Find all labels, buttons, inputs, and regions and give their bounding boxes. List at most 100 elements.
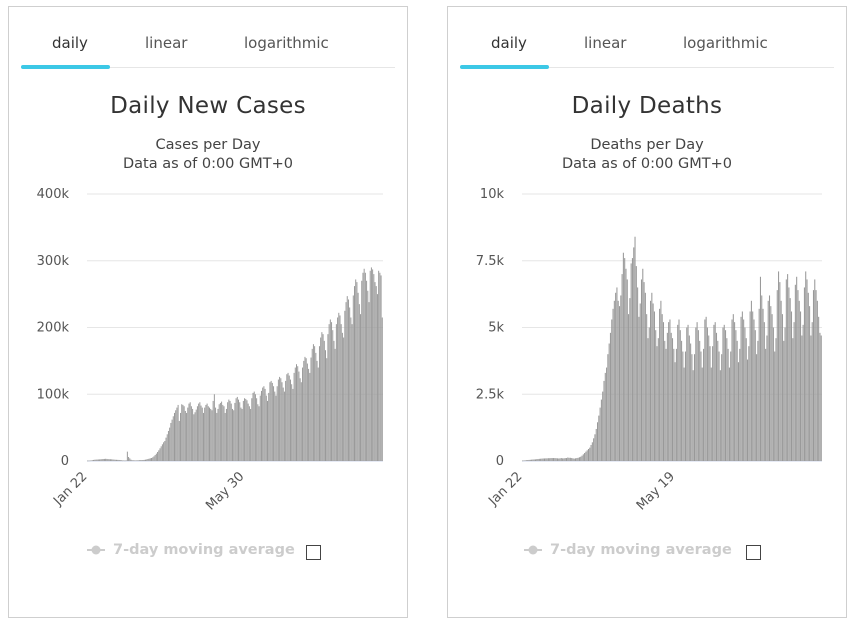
bar[interactable] — [731, 319, 733, 461]
bar[interactable] — [297, 366, 299, 461]
bar[interactable] — [364, 272, 366, 461]
bar[interactable] — [375, 286, 377, 461]
bar[interactable] — [260, 390, 262, 461]
bar[interactable] — [536, 459, 538, 461]
bar[interactable] — [784, 327, 786, 462]
bar[interactable] — [366, 280, 368, 461]
bar[interactable] — [693, 354, 696, 461]
tab-daily[interactable]: daily — [491, 34, 527, 52]
bar[interactable] — [112, 459, 114, 461]
bar[interactable] — [182, 404, 184, 461]
bar[interactable] — [814, 279, 816, 461]
bar[interactable] — [332, 330, 334, 461]
bar[interactable] — [780, 300, 782, 461]
bar[interactable] — [380, 275, 382, 461]
bar[interactable] — [796, 276, 798, 461]
bar[interactable] — [613, 300, 615, 461]
bar[interactable] — [333, 340, 335, 461]
bar[interactable] — [728, 367, 730, 461]
bar[interactable] — [169, 427, 171, 462]
bar[interactable] — [355, 279, 357, 461]
bar[interactable] — [774, 351, 776, 461]
bar[interactable] — [213, 394, 215, 461]
bar[interactable] — [88, 460, 90, 462]
bar[interactable] — [200, 405, 202, 461]
bar[interactable] — [684, 351, 686, 461]
bar[interactable] — [700, 351, 702, 461]
bar[interactable] — [556, 458, 558, 461]
bar[interactable] — [776, 290, 778, 461]
bar[interactable] — [659, 308, 661, 461]
bar[interactable] — [705, 316, 707, 461]
bar[interactable] — [582, 454, 584, 461]
tab-linear[interactable]: linear — [584, 34, 627, 52]
bar[interactable] — [757, 340, 759, 461]
bar[interactable] — [188, 403, 190, 461]
bar[interactable] — [604, 372, 606, 461]
bar[interactable] — [572, 458, 574, 461]
bar[interactable] — [276, 386, 278, 461]
bar[interactable] — [137, 460, 139, 461]
bar[interactable] — [193, 414, 195, 461]
bar[interactable] — [221, 401, 223, 461]
bar[interactable] — [159, 448, 161, 461]
bar[interactable] — [542, 458, 544, 461]
bar[interactable] — [273, 386, 275, 461]
bar[interactable] — [712, 346, 714, 461]
bar[interactable] — [103, 458, 105, 461]
bar[interactable] — [172, 416, 174, 461]
bar[interactable] — [131, 460, 133, 461]
bar[interactable] — [216, 412, 218, 461]
bar[interactable] — [126, 451, 128, 461]
bar[interactable] — [190, 406, 192, 461]
bar[interactable] — [320, 337, 322, 461]
bar[interactable] — [603, 380, 605, 461]
bar[interactable] — [378, 270, 380, 461]
bar[interactable] — [550, 458, 552, 461]
bar[interactable] — [819, 332, 821, 461]
bar[interactable] — [105, 458, 107, 461]
bar[interactable] — [352, 295, 354, 461]
bar[interactable] — [625, 268, 627, 461]
bar[interactable] — [199, 402, 201, 461]
bar[interactable] — [598, 415, 600, 461]
bar[interactable] — [692, 370, 694, 461]
bar[interactable] — [281, 382, 283, 461]
bar[interactable] — [753, 319, 755, 461]
bar[interactable] — [209, 407, 211, 461]
bar[interactable] — [157, 451, 159, 461]
bar[interactable] — [183, 406, 185, 461]
bar[interactable] — [565, 458, 568, 461]
bar[interactable] — [666, 332, 668, 461]
moving-average-checkbox[interactable] — [746, 545, 761, 560]
bar[interactable] — [155, 453, 157, 461]
bar[interactable] — [706, 327, 708, 462]
bar[interactable] — [577, 457, 579, 461]
bar[interactable] — [315, 352, 317, 461]
bar[interactable] — [265, 395, 267, 461]
bar[interactable] — [573, 458, 575, 461]
bar[interactable] — [166, 434, 168, 461]
bar[interactable] — [547, 458, 549, 461]
bar[interactable] — [271, 382, 273, 461]
bar[interactable] — [761, 295, 763, 461]
bar[interactable] — [585, 451, 587, 461]
bar[interactable] — [151, 458, 153, 461]
bar[interactable] — [553, 458, 555, 461]
bar[interactable] — [771, 314, 773, 461]
bar[interactable] — [136, 460, 138, 461]
bar[interactable] — [569, 457, 571, 461]
bar[interactable] — [652, 303, 654, 461]
bar[interactable] — [308, 368, 310, 461]
bar[interactable] — [749, 311, 751, 461]
bar[interactable] — [369, 270, 371, 461]
bar[interactable] — [334, 348, 336, 461]
bar[interactable] — [630, 263, 632, 461]
bar[interactable] — [807, 292, 809, 461]
bar[interactable] — [696, 322, 698, 461]
bar[interactable] — [657, 338, 659, 461]
bar[interactable] — [736, 340, 738, 461]
bar[interactable] — [533, 459, 535, 461]
bar[interactable] — [745, 338, 747, 461]
bar[interactable] — [545, 458, 547, 461]
